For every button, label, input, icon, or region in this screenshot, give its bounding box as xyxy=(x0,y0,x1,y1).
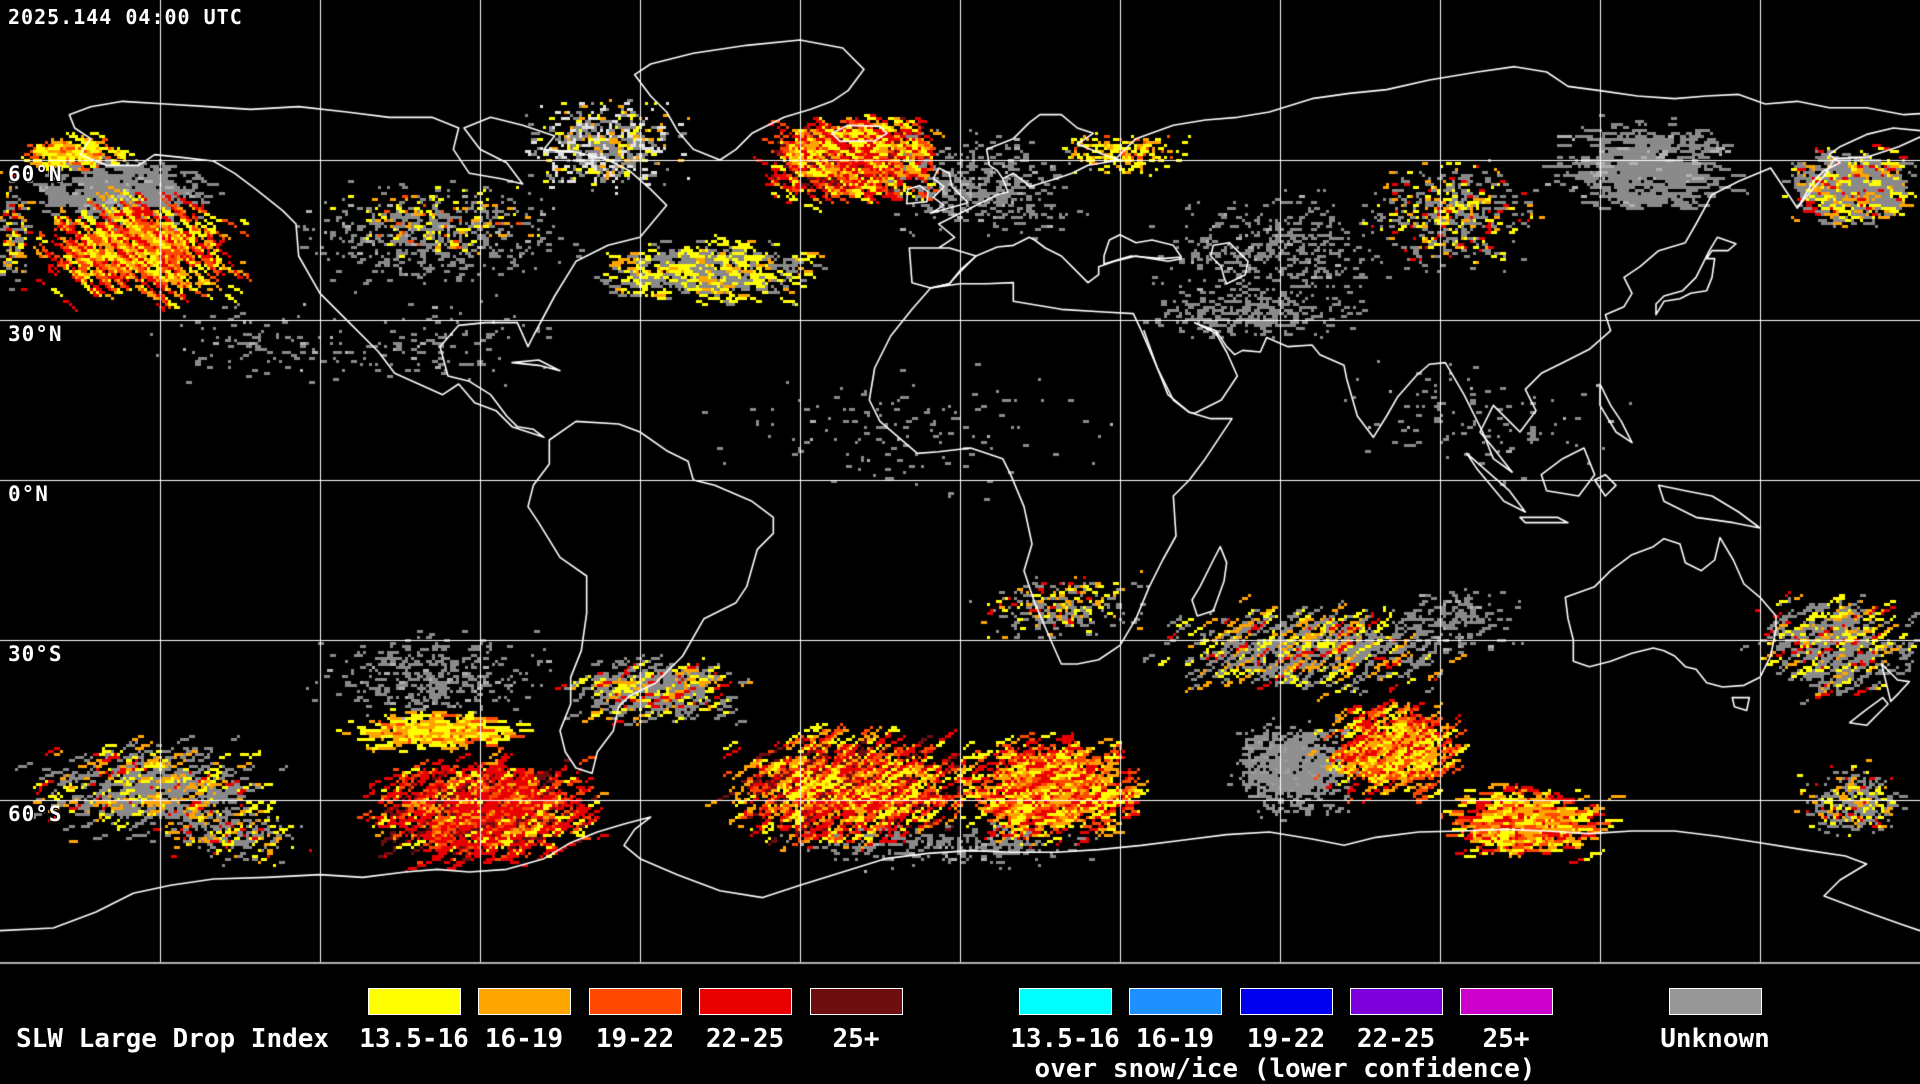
legend-swatch-ldi-19-22 xyxy=(589,988,682,1015)
legend-swatch-ldi-22-25 xyxy=(699,988,792,1015)
legend-label-unknown: Unknown xyxy=(1660,1024,1770,1054)
legend-title: SLW Large Drop Index xyxy=(16,1024,330,1054)
legend-label-snow-19-22: 19-22 xyxy=(1246,1024,1326,1054)
legend-snow-subtitle: over snow/ice (lower confidence) xyxy=(1034,1054,1536,1084)
legend-swatch-snow-22-25 xyxy=(1350,988,1443,1015)
legend-swatch-snow-13.5-16 xyxy=(1019,988,1112,1015)
legend-swatch-snow-25plus xyxy=(1460,988,1553,1015)
legend-label-ldi-22-25: 22-25 xyxy=(705,1024,785,1054)
legend-swatch-ldi-25plus xyxy=(810,988,903,1015)
timestamp-label: 2025.144 04:00 UTC xyxy=(8,5,243,29)
legend-swatch-unknown xyxy=(1669,988,1762,1015)
legend-label-ldi-13.5-16: 13.5-16 xyxy=(359,1024,469,1054)
legend-label-ldi-16-19: 16-19 xyxy=(484,1024,564,1054)
legend-label-ldi-25plus: 25+ xyxy=(832,1024,880,1054)
lat-label-0n: 0°N xyxy=(8,482,49,506)
legend-label-snow-13.5-16: 13.5-16 xyxy=(1010,1024,1120,1054)
lat-label-60s: 60°S xyxy=(8,802,63,826)
legend-swatch-ldi-16-19 xyxy=(478,988,571,1015)
lat-label-30n: 30°N xyxy=(8,322,63,346)
world-map-canvas xyxy=(0,0,1920,966)
legend-label-ldi-19-22: 19-22 xyxy=(595,1024,675,1054)
legend-swatch-snow-19-22 xyxy=(1240,988,1333,1015)
lat-label-60n: 60°N xyxy=(8,162,63,186)
legend-bar: SLW Large Drop Index 13.5-16 16-19 19-22… xyxy=(0,966,1920,1084)
legend-label-snow-25plus: 25+ xyxy=(1482,1024,1530,1054)
legend-swatch-snow-16-19 xyxy=(1129,988,1222,1015)
legend-swatch-ldi-13.5-16 xyxy=(368,988,461,1015)
lat-label-30s: 30°S xyxy=(8,642,63,666)
legend-label-snow-16-19: 16-19 xyxy=(1135,1024,1215,1054)
legend-label-snow-22-25: 22-25 xyxy=(1356,1024,1436,1054)
